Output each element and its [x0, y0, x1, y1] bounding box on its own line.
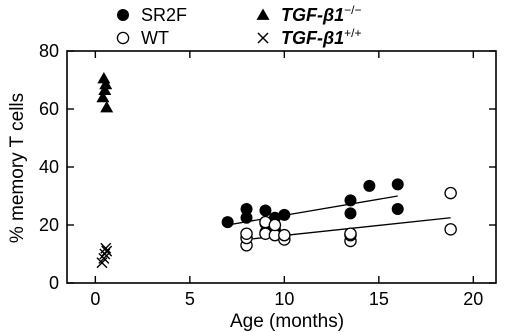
x-tick-label: 0: [90, 289, 100, 309]
data-point: [221, 216, 234, 229]
cross-stroke: [101, 245, 113, 257]
data-point: [278, 228, 291, 242]
y-tick-label: 40: [39, 157, 59, 177]
data-point: [101, 245, 113, 257]
data-point: [363, 179, 376, 192]
legend-label: WT: [141, 28, 169, 48]
data-point: [344, 227, 357, 240]
data-point: [278, 208, 291, 221]
plot-axes: 0 5 10 15 20 0 20 40 60 80: [39, 41, 497, 309]
y-tick-label: 20: [39, 215, 59, 235]
data-point: [240, 203, 253, 216]
y-tick-label: 80: [39, 41, 59, 61]
legend-label: TGF-β1+/+: [281, 26, 362, 48]
data-points: [96, 72, 457, 269]
data-point: [344, 207, 357, 220]
data-point: [259, 204, 272, 217]
data-point: [344, 194, 357, 207]
cross-stroke: [257, 32, 269, 44]
plot-frame: [66, 50, 497, 284]
x-tick-label: 20: [463, 289, 483, 309]
legend-marker: [256, 8, 270, 20]
data-point: [240, 211, 253, 224]
data-point: [96, 90, 110, 103]
data-point: [444, 223, 457, 236]
legend-marker: [116, 31, 130, 45]
data-point: [99, 248, 111, 260]
data-point: [240, 227, 253, 240]
legend-label: TGF-β1−/−: [281, 3, 362, 25]
data-point: [444, 186, 457, 200]
data-point: [268, 218, 282, 232]
legend: SR2F WT TGF-β1−/−TGF-β1+/+: [116, 3, 362, 48]
x-tick-label: 15: [369, 289, 389, 309]
y-axis-label: % memory T cells: [7, 93, 28, 243]
data-point: [98, 83, 112, 96]
x-tick-label: 10: [274, 289, 294, 309]
cross-stroke: [99, 248, 111, 260]
y-tick-label: 60: [39, 99, 59, 119]
cross-stroke: [96, 257, 108, 269]
legend-marker: [257, 32, 269, 44]
x-axis-label: Age (months): [230, 311, 344, 332]
y-tick-label: 0: [49, 273, 59, 293]
x-tick-label: 5: [185, 289, 195, 309]
data-point: [96, 257, 108, 269]
trendline: [227, 195, 398, 226]
data-point: [99, 77, 113, 90]
legend-label: SR2F: [141, 5, 187, 25]
data-point: [391, 203, 404, 216]
data-point: [100, 101, 114, 113]
data-point: [391, 178, 404, 191]
legend-marker: [117, 9, 129, 21]
